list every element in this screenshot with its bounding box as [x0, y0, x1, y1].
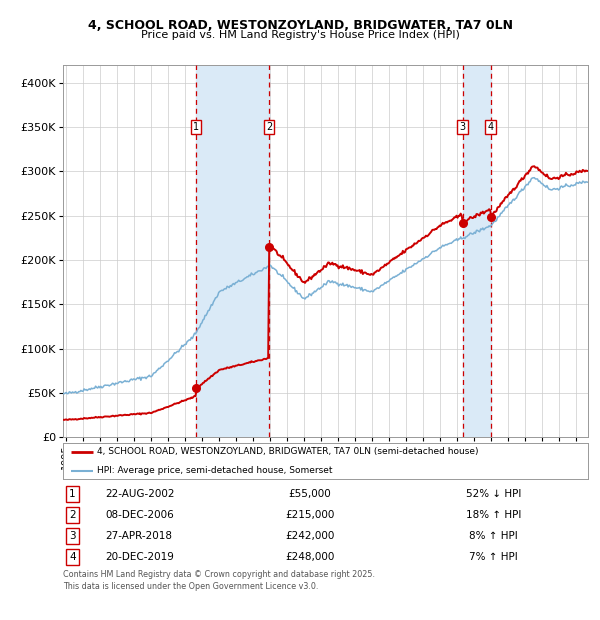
- Text: 27-APR-2018: 27-APR-2018: [105, 531, 172, 541]
- Text: HPI: Average price, semi-detached house, Somerset: HPI: Average price, semi-detached house,…: [97, 466, 332, 475]
- Text: 7% ↑ HPI: 7% ↑ HPI: [469, 552, 518, 562]
- Text: Price paid vs. HM Land Registry's House Price Index (HPI): Price paid vs. HM Land Registry's House …: [140, 30, 460, 40]
- Text: 2: 2: [266, 122, 272, 132]
- Bar: [463, 65, 491, 437]
- Text: 20-DEC-2019: 20-DEC-2019: [105, 552, 174, 562]
- Text: 4: 4: [488, 122, 494, 132]
- Text: 22-AUG-2002: 22-AUG-2002: [105, 489, 175, 499]
- Text: £242,000: £242,000: [285, 531, 334, 541]
- Text: 4, SCHOOL ROAD, WESTONZOYLAND, BRIDGWATER, TA7 0LN (semi-detached house): 4, SCHOOL ROAD, WESTONZOYLAND, BRIDGWATE…: [97, 447, 479, 456]
- Text: Contains HM Land Registry data © Crown copyright and database right 2025.
This d: Contains HM Land Registry data © Crown c…: [63, 570, 375, 591]
- Text: 2: 2: [69, 510, 76, 520]
- Text: 08-DEC-2006: 08-DEC-2006: [105, 510, 174, 520]
- Text: 1: 1: [69, 489, 76, 499]
- Text: 3: 3: [460, 122, 466, 132]
- Text: 18% ↑ HPI: 18% ↑ HPI: [466, 510, 521, 520]
- Text: 1: 1: [193, 122, 199, 132]
- Bar: [196, 65, 269, 437]
- Text: 4: 4: [69, 552, 76, 562]
- Text: 3: 3: [69, 531, 76, 541]
- Text: £215,000: £215,000: [285, 510, 334, 520]
- Text: £248,000: £248,000: [285, 552, 334, 562]
- Text: 52% ↓ HPI: 52% ↓ HPI: [466, 489, 521, 499]
- Text: 4, SCHOOL ROAD, WESTONZOYLAND, BRIDGWATER, TA7 0LN: 4, SCHOOL ROAD, WESTONZOYLAND, BRIDGWATE…: [88, 19, 512, 32]
- Text: 8% ↑ HPI: 8% ↑ HPI: [469, 531, 518, 541]
- Text: £55,000: £55,000: [289, 489, 331, 499]
